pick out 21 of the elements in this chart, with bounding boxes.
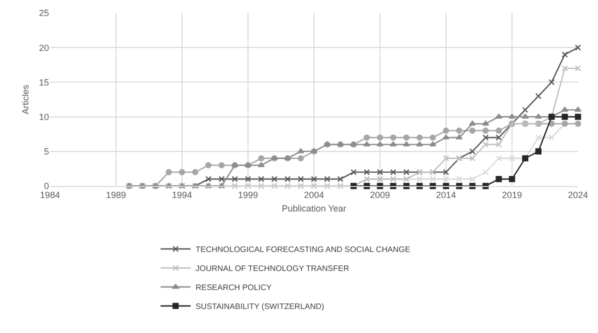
x-tick-label: 2019	[502, 190, 522, 200]
legend-label: TECHNOLOGICAL FORECASTING AND SOCIAL CHANGE	[196, 245, 410, 254]
y-tick-label: 5	[44, 146, 49, 157]
x-tick-label: 1989	[106, 190, 126, 200]
y-tick-label: 20	[38, 42, 49, 53]
y-tick-label: 15	[38, 77, 49, 88]
y-axis-title: Articles	[20, 84, 30, 114]
x-tick-label: 1984	[40, 190, 60, 200]
x-tick-label: 2004	[304, 190, 324, 200]
x-tick-label: 2009	[370, 190, 390, 200]
legend-label: JOURNAL OF TECHNOLOGY TRANSFER	[196, 264, 350, 274]
y-tick-label: 0	[44, 181, 49, 192]
y-tick-label: 25	[38, 8, 49, 18]
x-tick-label: 2024	[568, 190, 588, 200]
y-tick-label: 10	[38, 112, 49, 122]
x-axis-title: Publication Year	[282, 204, 346, 214]
legend-label: RESEARCH POLICY	[196, 283, 272, 292]
x-tick-label: 1999	[238, 190, 258, 200]
legend-label: SUSTAINABILITY (SWITZERLAND)	[196, 302, 325, 312]
x-tick-label: 1994	[172, 190, 192, 200]
x-tick-label: 2014	[436, 190, 456, 200]
